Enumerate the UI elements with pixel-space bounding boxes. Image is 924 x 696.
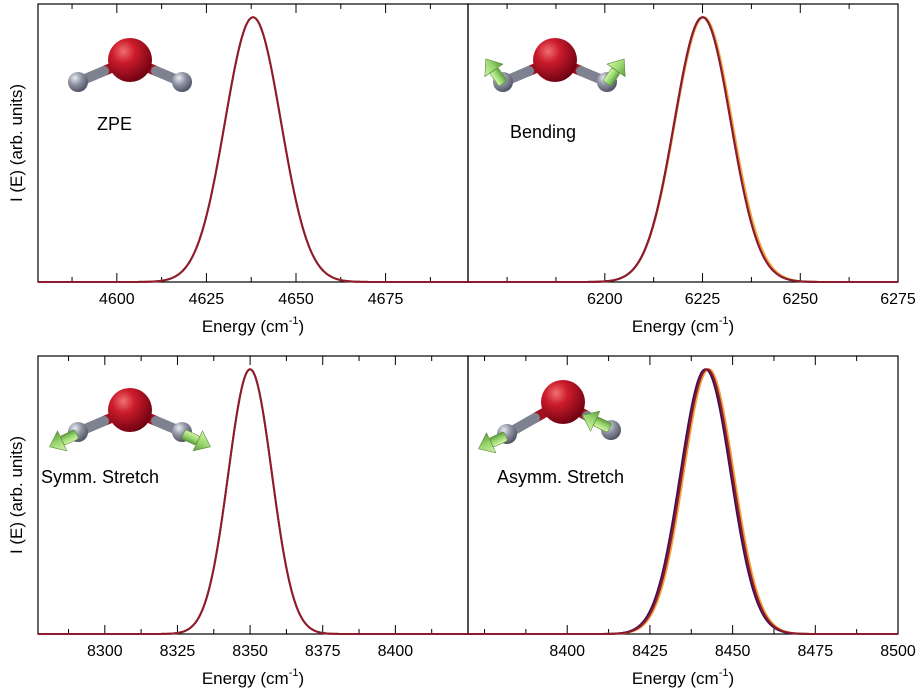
x-tick-label: 8450 <box>715 643 751 660</box>
series-line-1 <box>38 16 468 283</box>
panel-label: Symm. Stretch <box>41 467 159 487</box>
x-tick-label: 4675 <box>368 291 404 308</box>
x-tick-label: 8475 <box>798 643 834 660</box>
oxygen-atom-icon <box>108 388 152 432</box>
x-tick-label: 6275 <box>880 291 916 308</box>
displacement-arrow-icon <box>582 410 612 433</box>
displacement-arrow-icon <box>478 431 508 454</box>
oxygen-atom-icon <box>108 38 152 82</box>
chart-panel-4: 8400 8425 8450 8475 8500 Energy (cm-1) Asymm. … <box>467 355 916 688</box>
series-line-2 <box>468 16 898 283</box>
series-line-2 <box>468 368 898 635</box>
x-tick-label: 4625 <box>189 291 225 308</box>
y-axis-title: I (E) (arb. units) <box>7 84 26 202</box>
series-line-3 <box>38 368 468 635</box>
panel-label: Asymm. Stretch <box>497 467 624 487</box>
x-tick-label: 4650 <box>278 291 314 308</box>
displacement-arrow-icon <box>603 58 626 86</box>
x-tick-label: 8425 <box>632 643 668 660</box>
plot-frame <box>37 355 469 635</box>
series-line-3 <box>468 16 898 283</box>
series-line-1 <box>468 16 898 283</box>
x-tick-label: 8375 <box>305 643 341 660</box>
chart-panel-1: 4600 4625 4650 4675 Energy (cm-1) I (E) (arb.… <box>7 3 469 336</box>
x-axis-title: Energy (cm-1) <box>632 667 734 688</box>
hydrogen-atom-icon <box>68 72 88 92</box>
series-line-3 <box>468 368 898 635</box>
displacement-arrow-icon <box>181 429 211 452</box>
x-tick-label: 6200 <box>587 291 623 308</box>
oxygen-atom-icon <box>541 380 585 424</box>
panel-label: ZPE <box>97 114 132 134</box>
oxygen-atom-icon <box>533 38 577 82</box>
x-tick-label: 8350 <box>232 643 268 660</box>
x-axis-title: Energy (cm-1) <box>202 315 304 336</box>
x-tick-label: 6225 <box>685 291 721 308</box>
water-molecule-icon <box>68 38 192 92</box>
x-axis-title: Energy (cm-1) <box>202 667 304 688</box>
hydrogen-atom-icon <box>172 72 192 92</box>
x-tick-label: 8400 <box>549 643 585 660</box>
panel-label: Bending <box>510 122 576 142</box>
plot-frame <box>467 3 899 283</box>
water-molecule-icon <box>484 38 626 92</box>
series-line-2 <box>38 16 468 283</box>
x-tick-label: 8500 <box>880 643 916 660</box>
displacement-arrow-icon <box>49 429 79 452</box>
series-line-1 <box>468 368 898 635</box>
water-molecule-icon <box>49 388 211 452</box>
water-molecule-icon <box>478 380 621 454</box>
series-line-2 <box>38 368 468 635</box>
x-tick-label: 8300 <box>87 643 123 660</box>
displacement-arrow-icon <box>484 58 507 86</box>
series-line-1 <box>38 368 468 635</box>
series-line-3 <box>38 16 468 283</box>
x-tick-label: 6250 <box>782 291 818 308</box>
plot-frame <box>37 3 469 283</box>
x-tick-label: 4600 <box>99 291 135 308</box>
plot-frame <box>467 355 899 635</box>
x-axis-title: Energy (cm-1) <box>632 315 734 336</box>
x-tick-label: 8325 <box>160 643 196 660</box>
chart-panel-3: 8300 8325 8350 8375 8400 Energy (cm-1) I (E) (… <box>7 355 469 688</box>
y-axis-title: I (E) (arb. units) <box>7 436 26 554</box>
chart-panel-2: 6200 6225 6250 6275 Energy (cm-1) Bending <box>467 3 916 336</box>
x-tick-label: 8400 <box>378 643 414 660</box>
